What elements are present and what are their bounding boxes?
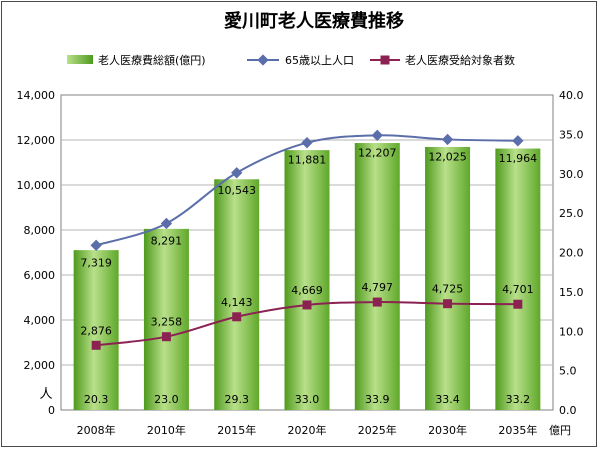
y-left-tick-label: 8,000 <box>24 224 56 237</box>
bar-value-label: 23.0 <box>154 393 179 406</box>
line-value-label: 2,876 <box>80 324 112 337</box>
point-marker <box>161 332 171 342</box>
line-value-label: 4,797 <box>362 281 394 294</box>
y-left-tick-label: 12,000 <box>17 134 56 147</box>
point-marker <box>443 299 453 309</box>
y-left-tick-label: 6,000 <box>24 269 56 282</box>
x-tick-label: 2020年 <box>288 423 327 437</box>
line-value-label: 4,725 <box>432 283 464 296</box>
point-marker <box>90 239 102 251</box>
y-left-tick-label: 10,000 <box>17 179 56 192</box>
line-value-label: 4,669 <box>291 284 323 297</box>
line-value-label: 3,258 <box>151 316 183 329</box>
x-tick-label: 2010年 <box>147 423 186 437</box>
bar <box>73 250 119 410</box>
lines <box>90 129 524 350</box>
point-marker <box>301 137 313 149</box>
chart-title: 愛川町老人医療費推移 <box>224 10 404 32</box>
point-marker <box>160 217 173 230</box>
point-marker <box>302 300 312 310</box>
y-right-unit: 億円 <box>549 424 571 437</box>
line-value-label: 4,143 <box>221 296 253 309</box>
bar <box>495 148 541 411</box>
y-right-tick-label: 25.0 <box>559 207 584 220</box>
bar-value-label: 20.3 <box>84 393 109 406</box>
bars <box>73 143 541 411</box>
y-left-tick-label: 0 <box>48 404 55 417</box>
point-marker <box>91 340 101 350</box>
line-value-label: 12,207 <box>358 146 397 159</box>
axes: 0 2,000 4,000 6,000 8,000 10,000 12,000 14,000 0… <box>17 89 584 437</box>
point-marker <box>512 135 524 147</box>
point-marker <box>231 167 243 179</box>
x-tick-label: 2015年 <box>217 423 256 437</box>
bar <box>143 228 189 410</box>
legend-label: 老人医療受給対象者数 <box>405 53 515 67</box>
y-right-tick-label: 10.0 <box>559 325 584 338</box>
data-labels: 20.3 23.0 29.3 33.0 33.9 33.4 33.2 7,319 8,291 10… <box>80 146 537 406</box>
line-value-label: 7,319 <box>80 256 112 269</box>
x-tick-label: 2025年 <box>358 423 397 437</box>
y-right-tick-label: 5.0 <box>559 365 577 378</box>
legend-label: 老人医療費総額(億円) <box>98 53 206 67</box>
bar <box>214 179 260 410</box>
bar-value-label: 33.9 <box>365 393 390 406</box>
bar-value-label: 33.4 <box>435 393 460 406</box>
y-right-tick-label: 20.0 <box>559 247 584 260</box>
x-tick-label: 2030年 <box>428 423 467 437</box>
legend: 老人医療費総額(億円) 65歳以上人口 老人医療受給対象者数 <box>67 53 515 67</box>
bar <box>284 150 330 410</box>
line-value-label: 12,025 <box>428 150 467 163</box>
x-tick-label: 2035年 <box>498 423 537 437</box>
legend-swatch-bar <box>67 55 93 64</box>
legend-swatch-marker <box>257 54 269 66</box>
point-marker <box>232 312 242 322</box>
point-marker <box>441 133 454 146</box>
y-left-tick-label: 14,000 <box>17 89 56 102</box>
bar-value-label: 33.0 <box>295 393 320 406</box>
line-value-label: 11,964 <box>499 152 538 165</box>
y-right-tick-label: 35.0 <box>559 128 584 141</box>
y-right-tick-label: 0.0 <box>559 404 577 417</box>
bar <box>354 143 400 410</box>
line-value-label: 10,543 <box>217 184 256 197</box>
point-marker <box>513 299 523 309</box>
y-left-tick-label: 2,000 <box>24 359 56 372</box>
x-tick-label: 2008年 <box>77 423 116 437</box>
legend-swatch-marker <box>380 55 390 65</box>
bar-value-label: 33.2 <box>506 393 531 406</box>
bar-value-label: 29.3 <box>224 393 249 406</box>
line-value-label: 11,881 <box>288 154 327 167</box>
y-right-tick-label: 30.0 <box>559 168 584 181</box>
legend-label: 65歳以上人口 <box>285 54 354 67</box>
line-value-label: 8,291 <box>151 234 183 247</box>
point-marker <box>372 297 382 307</box>
y-right-tick-label: 15.0 <box>559 286 584 299</box>
point-marker <box>371 129 383 141</box>
line-value-label: 4,701 <box>502 283 534 296</box>
y-left-tick-label: 4,000 <box>24 314 56 327</box>
y-left-unit: 人 <box>39 387 52 402</box>
y-right-tick-label: 40.0 <box>559 89 584 102</box>
bar <box>425 146 471 410</box>
